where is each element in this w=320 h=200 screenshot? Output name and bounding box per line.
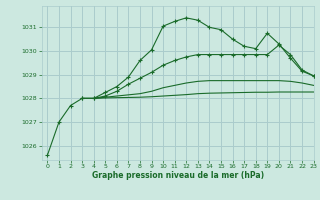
X-axis label: Graphe pression niveau de la mer (hPa): Graphe pression niveau de la mer (hPa) — [92, 171, 264, 180]
